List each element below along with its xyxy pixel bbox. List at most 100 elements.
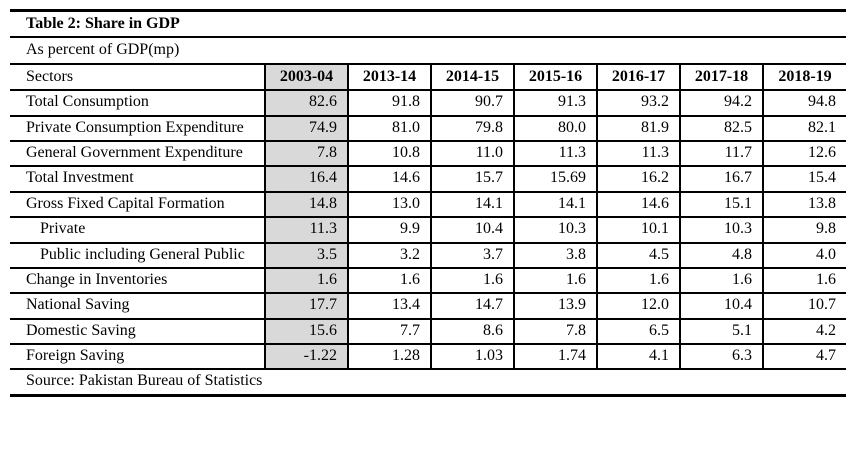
value-cell: 9.8 — [762, 217, 846, 243]
sector-label: Private — [40, 220, 86, 238]
sector-label: Gross Fixed Capital Formation — [26, 194, 225, 212]
value-cell: 13.8 — [762, 191, 846, 218]
table-row: Total Investment 16.4 14.6 15.7 15.69 16.2 16.… — [10, 166, 846, 192]
value-cell: 3.8 — [513, 242, 597, 268]
value-cell: 15.4 — [762, 166, 846, 192]
value-cell: 10.4 — [430, 217, 514, 243]
sector-label: Change in Inventories — [26, 270, 168, 288]
sector-label: Foreign Saving — [26, 347, 125, 365]
value-cell: 13.4 — [347, 293, 431, 319]
table-row: Private Consumption Expenditure 74.9 81.0 7… — [10, 115, 846, 141]
sector-label: Total Investment — [26, 169, 134, 187]
table-row: Public including General Public 3.5 3.2 3.7… — [10, 242, 846, 268]
table-foot-section: Source: Pakistan Bureau of Statistics — [10, 369, 846, 396]
table-row: Private 11.3 9.9 10.4 10.3 10.1 10.3 9.8 — [10, 217, 846, 243]
value-cell: 8.6 — [430, 318, 514, 345]
table-row: National Saving 17.7 13.4 14.7 13.9 12.0 10.4 1… — [10, 293, 846, 319]
value-cell: 1.6 — [762, 267, 846, 294]
value-cell: 16.4 — [264, 166, 348, 192]
column-header-year: 2015-16 — [513, 63, 597, 91]
value-cell: 7.8 — [264, 140, 348, 167]
value-cell: 14.1 — [430, 191, 514, 218]
sector-label: General Government Expenditure — [26, 143, 243, 161]
value-cell: 12.0 — [596, 293, 680, 319]
column-header-year: 2013-14 — [347, 63, 431, 91]
value-cell: 4.0 — [762, 242, 846, 268]
value-cell: 1.6 — [679, 267, 763, 294]
value-cell: 13.9 — [513, 293, 597, 319]
value-cell: 10.3 — [679, 217, 763, 243]
value-cell: 1.28 — [347, 344, 431, 370]
column-header-sectors: Sectors — [26, 67, 74, 85]
value-cell: 82.6 — [264, 90, 348, 116]
value-cell: 10.1 — [596, 217, 680, 243]
value-cell: 1.6 — [596, 267, 680, 294]
value-cell: 11.0 — [430, 140, 514, 167]
value-cell: 3.5 — [264, 242, 348, 268]
value-cell: 14.6 — [347, 166, 431, 192]
table-row: Domestic Saving 15.6 7.7 8.6 7.8 6.5 5.1 4.2 — [10, 318, 846, 345]
value-cell: 10.4 — [679, 293, 763, 319]
value-cell: 4.7 — [762, 344, 846, 370]
column-header-year: 2016-17 — [596, 63, 680, 91]
value-cell: 14.1 — [513, 191, 597, 218]
sector-label: Total Consumption — [26, 93, 149, 111]
value-cell: 16.7 — [679, 166, 763, 192]
value-cell: 15.6 — [264, 318, 348, 345]
table-body: Total Consumption 82.6 91.8 90.7 91.3 93.2 94.… — [10, 90, 846, 370]
value-cell: 7.8 — [513, 318, 597, 345]
value-cell: 1.74 — [513, 344, 597, 370]
table-subtitle-row: As percent of GDP(mp) — [10, 37, 846, 64]
value-cell: 17.7 — [264, 293, 348, 319]
value-cell: 11.7 — [679, 140, 763, 167]
sector-label: Domestic Saving — [26, 321, 136, 339]
value-cell: 11.3 — [264, 217, 348, 243]
value-cell: 94.2 — [679, 90, 763, 116]
table-title-row: Table 2: Share in GDP — [10, 10, 846, 38]
column-header-year: 2017-18 — [679, 63, 763, 91]
table-header-row: Sectors 2003-04 2013-14 2014-15 2015-16 2016-… — [10, 63, 846, 91]
value-cell: 94.8 — [762, 90, 846, 116]
value-cell: 10.7 — [762, 293, 846, 319]
value-cell: 9.9 — [347, 217, 431, 243]
value-cell: 15.7 — [430, 166, 514, 192]
column-header-year: 2003-04 — [264, 63, 348, 91]
value-cell: 90.7 — [430, 90, 514, 116]
value-cell: 15.69 — [513, 166, 597, 192]
value-cell: 1.6 — [264, 267, 348, 294]
table-row: Foreign Saving -1.22 1.28 1.03 1.74 4.1 6.3 4.7 — [10, 344, 846, 370]
value-cell: 11.3 — [513, 140, 597, 167]
value-cell: 91.8 — [347, 90, 431, 116]
value-cell: 4.2 — [762, 318, 846, 345]
table-subtitle: As percent of GDP(mp) — [26, 41, 180, 59]
value-cell: 14.7 — [430, 293, 514, 319]
value-cell: 1.6 — [347, 267, 431, 294]
sector-label: National Saving — [26, 296, 130, 314]
value-cell: 1.6 — [513, 267, 597, 294]
table-title: Table 2: Share in GDP — [26, 15, 180, 32]
value-cell: -1.22 — [264, 344, 348, 370]
table-source-row: Source: Pakistan Bureau of Statistics — [10, 369, 846, 396]
table-row: Total Consumption 82.6 91.8 90.7 91.3 93.2 94.… — [10, 90, 846, 116]
sector-label: Private Consumption Expenditure — [26, 118, 244, 136]
value-cell: 81.9 — [596, 115, 680, 141]
value-cell: 16.2 — [596, 166, 680, 192]
value-cell: 5.1 — [679, 318, 763, 345]
value-cell: 79.8 — [430, 115, 514, 141]
value-cell: 7.7 — [347, 318, 431, 345]
value-cell: 10.8 — [347, 140, 431, 167]
value-cell: 1.6 — [430, 267, 514, 294]
value-cell: 13.0 — [347, 191, 431, 218]
value-cell: 91.3 — [513, 90, 597, 116]
value-cell: 6.3 — [679, 344, 763, 370]
value-cell: 81.0 — [347, 115, 431, 141]
value-cell: 14.8 — [264, 191, 348, 218]
table-row: Gross Fixed Capital Formation 14.8 13.0 14.… — [10, 191, 846, 218]
value-cell: 3.2 — [347, 242, 431, 268]
value-cell: 3.7 — [430, 242, 514, 268]
table-source: Source: Pakistan Bureau of Statistics — [26, 372, 263, 390]
value-cell: 4.5 — [596, 242, 680, 268]
value-cell: 12.6 — [762, 140, 846, 167]
value-cell: 10.3 — [513, 217, 597, 243]
document-page: Table 2: Share in GDP As percent of GDP(… — [10, 10, 846, 396]
